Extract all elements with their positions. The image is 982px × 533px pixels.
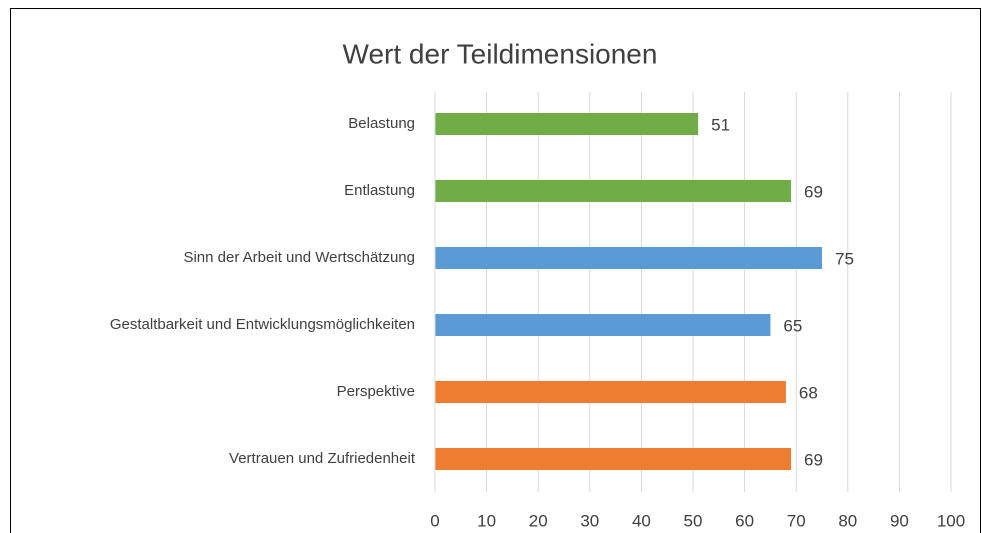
x-tick-label: 0 (430, 511, 439, 530)
x-tick-label: 60 (735, 511, 754, 530)
y-tick-label: Belastung (348, 115, 415, 132)
x-tick-label: 80 (838, 511, 857, 530)
bar (435, 113, 699, 135)
data-label: 65 (783, 316, 802, 335)
y-tick-label: Entlastung (344, 182, 415, 199)
y-tick-label: Gestaltbarkeit und Entwicklungsmöglichke… (109, 316, 415, 333)
category-label-box: Entlastung (344, 180, 415, 202)
bar (435, 448, 792, 470)
bar (435, 180, 792, 202)
category-label-box: Vertrauen und Zufriedenheit (229, 448, 415, 470)
x-tick-label: 40 (632, 511, 651, 530)
chart-title: Wert der Teildimensionen (343, 38, 658, 69)
data-label: 69 (804, 182, 823, 201)
y-tick-label: Perspektive (336, 383, 415, 400)
category-label-box: Gestaltbarkeit und Entwicklungsmöglichke… (110, 314, 415, 336)
x-tick-label: 100 (937, 511, 965, 530)
bar (435, 314, 771, 336)
x-tick-label: 20 (529, 511, 548, 530)
x-tick-label: 90 (890, 511, 909, 530)
y-tick-label: Vertrauen und Zufriedenheit (229, 450, 415, 467)
data-label: 69 (804, 450, 823, 469)
x-tick-label: 10 (477, 511, 496, 530)
chart-border (10, 8, 981, 533)
x-tick-label: 70 (787, 511, 806, 530)
bar (435, 247, 822, 269)
y-tick-label: Sinn der Arbeit und Wertschätzung (183, 249, 415, 266)
data-label: 68 (799, 383, 818, 402)
category-label-box: Perspektive (337, 381, 415, 403)
category-label-box: Belastung (348, 113, 415, 135)
category-label-box: Sinn der Arbeit und Wertschätzung (183, 247, 415, 269)
data-label: 75 (835, 249, 854, 268)
x-tick-label: 50 (684, 511, 703, 530)
x-tick-label: 30 (580, 511, 599, 530)
bar (435, 381, 786, 403)
data-label: 51 (711, 115, 730, 134)
